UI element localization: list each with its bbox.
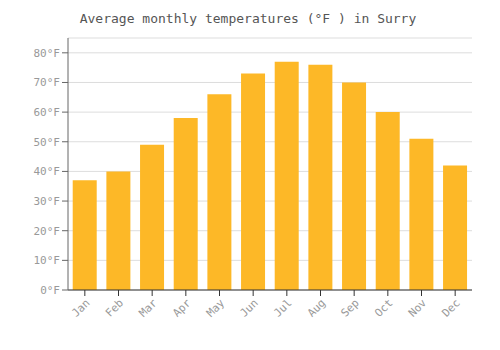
svg-text:Jul: Jul — [271, 296, 294, 319]
svg-text:Oct: Oct — [372, 296, 395, 319]
svg-text:10°F: 10°F — [34, 254, 61, 267]
svg-text:Jan: Jan — [69, 296, 92, 319]
svg-text:Jun: Jun — [238, 296, 261, 319]
svg-text:Aug: Aug — [305, 296, 328, 319]
svg-text:Nov: Nov — [406, 296, 430, 320]
svg-text:Sep: Sep — [339, 296, 362, 319]
svg-text:Dec: Dec — [440, 296, 463, 319]
svg-text:May: May — [204, 296, 228, 320]
html-text:Average monthly temperatures (: Average monthly temperatures (°F ) in Su… — [79, 11, 417, 26]
svg-text:Apr: Apr — [170, 296, 194, 320]
svg-text:20°F: 20°F — [34, 225, 61, 238]
svg-text:0°F: 0°F — [40, 284, 60, 297]
svg-text:30°F: 30°F — [34, 195, 61, 208]
svg-text:70°F: 70°F — [34, 76, 61, 89]
svg-text:40°F: 40°F — [34, 165, 61, 178]
svg-text:80°F: 80°F — [34, 47, 61, 60]
svg-text:50°F: 50°F — [34, 136, 61, 149]
svg-text:60°F: 60°F — [34, 106, 61, 119]
svg-text:Mar: Mar — [137, 296, 161, 320]
svg-text:Feb: Feb — [103, 296, 126, 319]
